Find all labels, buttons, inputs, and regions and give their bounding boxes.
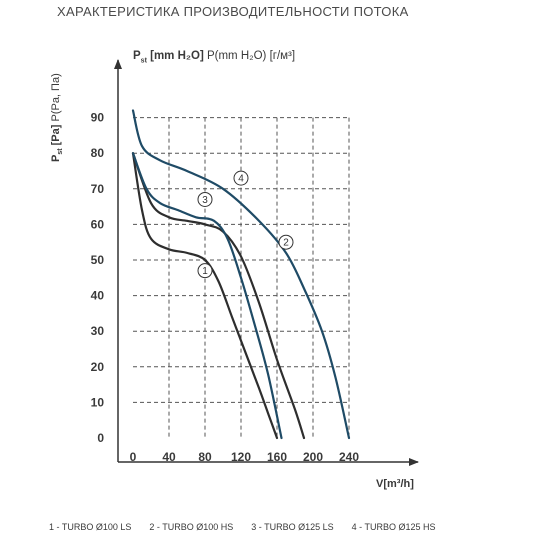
- legend-item-1: 1 - TURBO Ø100 LS: [49, 522, 132, 532]
- curve-label-circle-3: [197, 191, 213, 207]
- curve-label-2: 2: [283, 238, 289, 249]
- y-tick-label: 50: [91, 253, 105, 267]
- unit-label: Pst [mm H₂O] P(mm H₂O) [г/м³]: [133, 50, 295, 64]
- y-tick-label: 0: [97, 431, 104, 445]
- x-tick-label: 240: [339, 450, 359, 464]
- curve-label-circle-2: [278, 234, 294, 250]
- y-tick-label: 10: [91, 395, 105, 409]
- x-tick-label: 40: [162, 450, 176, 464]
- y-tick-label: 80: [91, 146, 105, 160]
- y-tick-label: 60: [91, 217, 105, 231]
- legend-item-3: 3 - TURBO Ø125 LS: [251, 522, 334, 532]
- y-tick-label: 20: [91, 360, 105, 374]
- legend: 1 - TURBO Ø100 LS 2 - TURBO Ø100 HS 3 - …: [49, 522, 436, 532]
- x-tick-label: 0: [130, 450, 137, 464]
- x-tick-label: 120: [231, 450, 251, 464]
- y-tick-label: 40: [91, 289, 105, 303]
- curve-label-3: 3: [202, 195, 208, 206]
- x-tick-label: 160: [267, 450, 287, 464]
- series-line-3: [131, 152, 283, 440]
- curve-label-4: 4: [238, 174, 244, 185]
- legend-item-2: 2 - TURBO Ø100 HS: [149, 522, 234, 532]
- unit-label-main: P: [133, 50, 141, 62]
- curve-label-circle-4: [233, 170, 249, 186]
- unit-label-sub: st: [140, 57, 147, 65]
- series-line-4: [131, 109, 351, 440]
- x-axis-label: V[m³/h]: [376, 478, 414, 490]
- x-tick-label: 200: [303, 450, 323, 464]
- unit-label-rest: P(mm H₂O) [г/м³]: [203, 50, 296, 62]
- y-tick-label: 90: [91, 111, 105, 125]
- x-tick-label: 80: [198, 450, 212, 464]
- page-title: ХАРАКТЕРИСТИКА ПРОИЗВОДИТЕЛЬНОСТИ ПОТОКА: [57, 4, 409, 19]
- unit-label-bold: [mm H₂O]: [150, 50, 204, 62]
- curve-label-1: 1: [202, 266, 208, 277]
- curve-label-circle-1: [197, 263, 213, 279]
- legend-item-4: 4 - TURBO Ø125 HS: [351, 522, 436, 532]
- y-tick-label: 30: [91, 324, 105, 338]
- y-tick-label: 70: [91, 182, 105, 196]
